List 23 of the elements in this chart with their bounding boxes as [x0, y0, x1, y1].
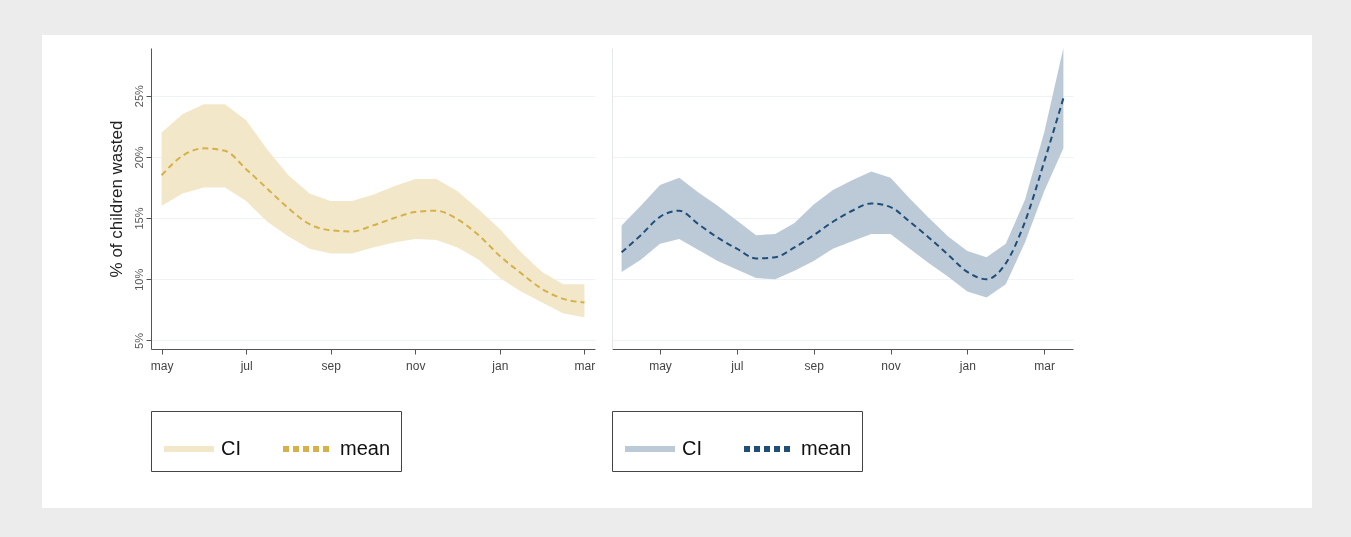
x-tick-label: jan — [491, 358, 509, 373]
line-series — [160, 147, 586, 304]
legend-label: mean — [340, 437, 391, 459]
x-tick-label: mar — [1034, 358, 1056, 373]
x-tick-label: sep — [804, 358, 825, 373]
text: CI — [221, 437, 241, 459]
x-tick-label: jul — [730, 358, 744, 373]
x-tick-label: jan — [958, 358, 976, 373]
x-tick-label: mar — [574, 358, 596, 373]
y-tick-label: 15% — [132, 207, 145, 230]
x-tick-label: nov — [881, 358, 901, 373]
y-tick-label: 5% — [132, 332, 145, 349]
legend-label: mean — [801, 437, 852, 459]
x-tick-label: jul — [239, 358, 253, 373]
x-tick-label: sep — [321, 358, 342, 373]
y-tick-label: 25% — [132, 85, 145, 108]
x-tick-label: may — [649, 358, 672, 373]
text: CI — [682, 437, 702, 459]
y-axis-title: % of children wasted — [106, 120, 126, 278]
y-tick-label: 10% — [132, 268, 145, 291]
x-tick-label: may — [150, 358, 174, 373]
x-tick-label: nov — [406, 358, 426, 373]
y-tick-label: 20% — [132, 146, 145, 169]
